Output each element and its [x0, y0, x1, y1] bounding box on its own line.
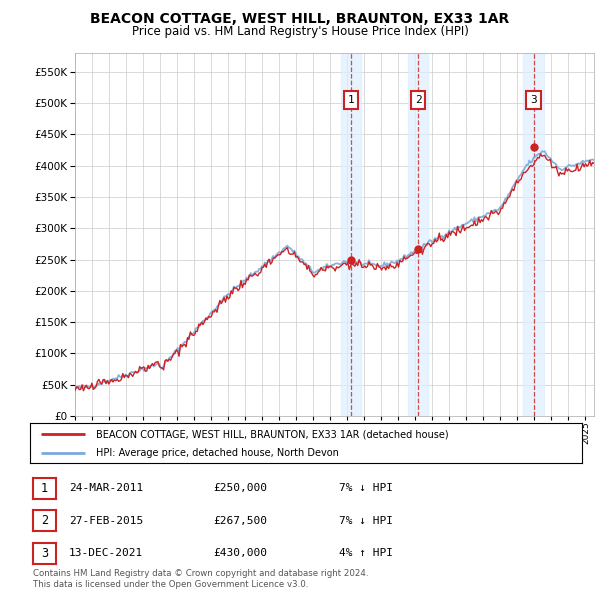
Text: 13-DEC-2021: 13-DEC-2021: [69, 548, 143, 558]
Text: £250,000: £250,000: [213, 483, 267, 493]
Text: 2: 2: [415, 95, 421, 105]
Text: BEACON COTTAGE, WEST HILL, BRAUNTON, EX33 1AR (detached house): BEACON COTTAGE, WEST HILL, BRAUNTON, EX3…: [96, 430, 449, 440]
Text: HPI: Average price, detached house, North Devon: HPI: Average price, detached house, Nort…: [96, 448, 339, 458]
Text: 24-MAR-2011: 24-MAR-2011: [69, 483, 143, 493]
Text: Contains HM Land Registry data © Crown copyright and database right 2024.
This d: Contains HM Land Registry data © Crown c…: [33, 569, 368, 589]
Text: BEACON COTTAGE, WEST HILL, BRAUNTON, EX33 1AR: BEACON COTTAGE, WEST HILL, BRAUNTON, EX3…: [91, 12, 509, 26]
Text: 3: 3: [530, 95, 537, 105]
Text: 3: 3: [41, 546, 48, 560]
Text: £267,500: £267,500: [213, 516, 267, 526]
Text: 7% ↓ HPI: 7% ↓ HPI: [339, 483, 393, 493]
Text: 27-FEB-2015: 27-FEB-2015: [69, 516, 143, 526]
Text: 1: 1: [348, 95, 355, 105]
Bar: [408, 53, 428, 416]
Text: 1: 1: [41, 481, 48, 495]
Text: Price paid vs. HM Land Registry's House Price Index (HPI): Price paid vs. HM Land Registry's House …: [131, 25, 469, 38]
Text: 7% ↓ HPI: 7% ↓ HPI: [339, 516, 393, 526]
Bar: [341, 53, 361, 416]
Text: £430,000: £430,000: [213, 548, 267, 558]
Text: 2: 2: [41, 514, 48, 527]
Bar: [523, 53, 544, 416]
Text: 4% ↑ HPI: 4% ↑ HPI: [339, 548, 393, 558]
